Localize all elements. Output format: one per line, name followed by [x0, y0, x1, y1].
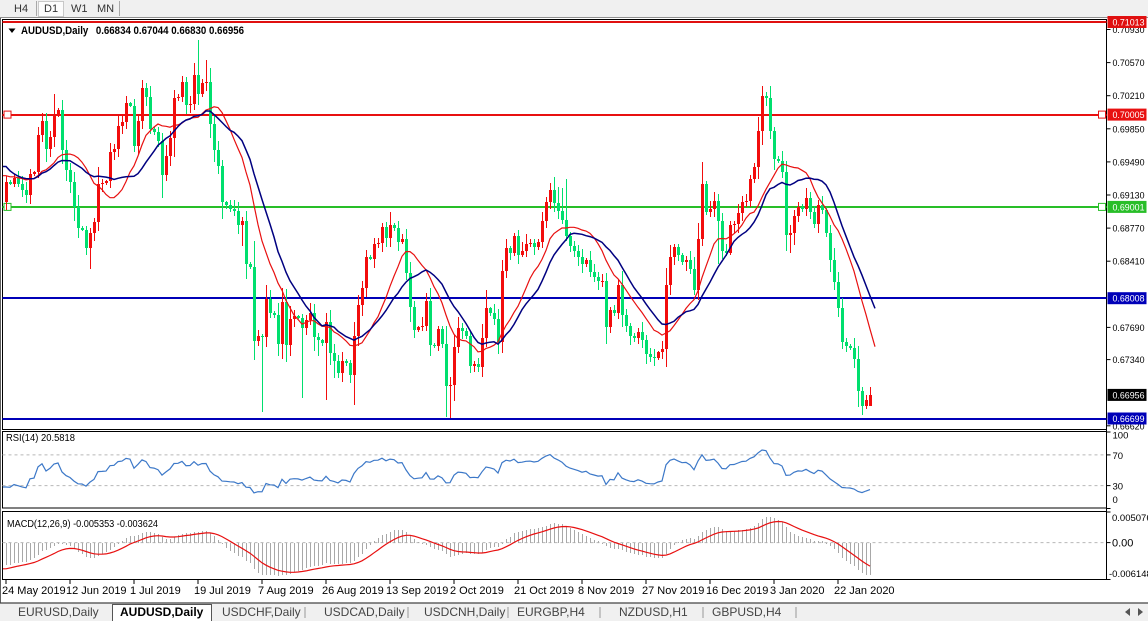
svg-text:0.68770: 0.68770: [1113, 224, 1145, 235]
svg-text:NZDUSD,H1: NZDUSD,H1: [619, 605, 688, 619]
svg-text:8 Nov 2019: 8 Nov 2019: [578, 585, 634, 597]
svg-text:0.66620: 0.66620: [1113, 421, 1145, 432]
svg-text:0.66956: 0.66956: [1113, 390, 1145, 401]
svg-text:USDCAD,Daily: USDCAD,Daily: [324, 605, 405, 619]
svg-text:30: 30: [1113, 482, 1124, 493]
svg-text:2 Oct 2019: 2 Oct 2019: [450, 585, 504, 597]
svg-text:24 May 2019: 24 May 2019: [2, 585, 66, 597]
svg-text:27 Nov 2019: 27 Nov 2019: [642, 585, 704, 597]
svg-text:USDCHF,Daily: USDCHF,Daily: [222, 605, 301, 619]
svg-text:0.69490: 0.69490: [1113, 157, 1145, 168]
svg-text:16 Dec 2019: 16 Dec 2019: [706, 585, 768, 597]
svg-text:MN: MN: [97, 3, 114, 15]
svg-text:EURUSD,Daily: EURUSD,Daily: [18, 605, 99, 619]
svg-text:GBPUSD,H4: GBPUSD,H4: [712, 605, 782, 619]
svg-text:19 Jul 2019: 19 Jul 2019: [194, 585, 251, 597]
svg-text:0.69130: 0.69130: [1113, 191, 1145, 202]
svg-text:0.67340: 0.67340: [1113, 355, 1145, 366]
svg-text:21 Oct 2019: 21 Oct 2019: [514, 585, 574, 597]
svg-text:EURGBP,H4: EURGBP,H4: [517, 605, 585, 619]
svg-text:D1: D1: [44, 3, 58, 15]
svg-text:13 Sep 2019: 13 Sep 2019: [386, 585, 448, 597]
svg-text:0.67690: 0.67690: [1113, 323, 1145, 334]
svg-text:RSI(14) 20.5818: RSI(14) 20.5818: [6, 433, 75, 444]
svg-text:26 Aug 2019: 26 Aug 2019: [322, 585, 384, 597]
svg-text:W1: W1: [71, 3, 88, 15]
svg-text:0.68008: 0.68008: [1113, 294, 1145, 305]
svg-text:0.69001: 0.69001: [1113, 202, 1145, 213]
svg-text:-0.006148: -0.006148: [1109, 569, 1148, 580]
svg-text:22 Jan 2020: 22 Jan 2020: [834, 585, 895, 597]
svg-text:0.68410: 0.68410: [1113, 257, 1145, 268]
svg-text:3 Jan 2020: 3 Jan 2020: [770, 585, 824, 597]
svg-text:H4: H4: [14, 3, 28, 15]
svg-text:0.005076: 0.005076: [1112, 513, 1148, 524]
svg-text:0.71013: 0.71013: [1113, 18, 1145, 29]
svg-text:0: 0: [1113, 495, 1118, 506]
svg-text:0.70570: 0.70570: [1113, 58, 1145, 69]
svg-text:1 Jul 2019: 1 Jul 2019: [130, 585, 181, 597]
svg-text:0.66699: 0.66699: [1113, 414, 1145, 425]
svg-text:0.69850: 0.69850: [1113, 124, 1145, 135]
svg-text:USDCNH,Daily: USDCNH,Daily: [424, 605, 505, 619]
svg-text:70: 70: [1113, 451, 1124, 462]
svg-text:0.00: 0.00: [1112, 538, 1133, 550]
svg-text:0.70930: 0.70930: [1113, 25, 1145, 36]
svg-text:0.70005: 0.70005: [1113, 110, 1145, 121]
svg-text:0.70210: 0.70210: [1113, 91, 1145, 102]
svg-text:12 Jun 2019: 12 Jun 2019: [66, 585, 127, 597]
svg-text:AUDUSD,Daily 0.66834 0.67044: AUDUSD,Daily 0.66834 0.67044 0.66830 0.6…: [21, 25, 244, 37]
svg-text:7 Aug 2019: 7 Aug 2019: [258, 585, 314, 597]
svg-text:AUDUSD,Daily: AUDUSD,Daily: [120, 605, 204, 619]
svg-text:MACD(12,26,9) -0.005353 -0.003: MACD(12,26,9) -0.005353 -0.003624: [7, 519, 158, 530]
svg-text:100: 100: [1113, 431, 1129, 442]
